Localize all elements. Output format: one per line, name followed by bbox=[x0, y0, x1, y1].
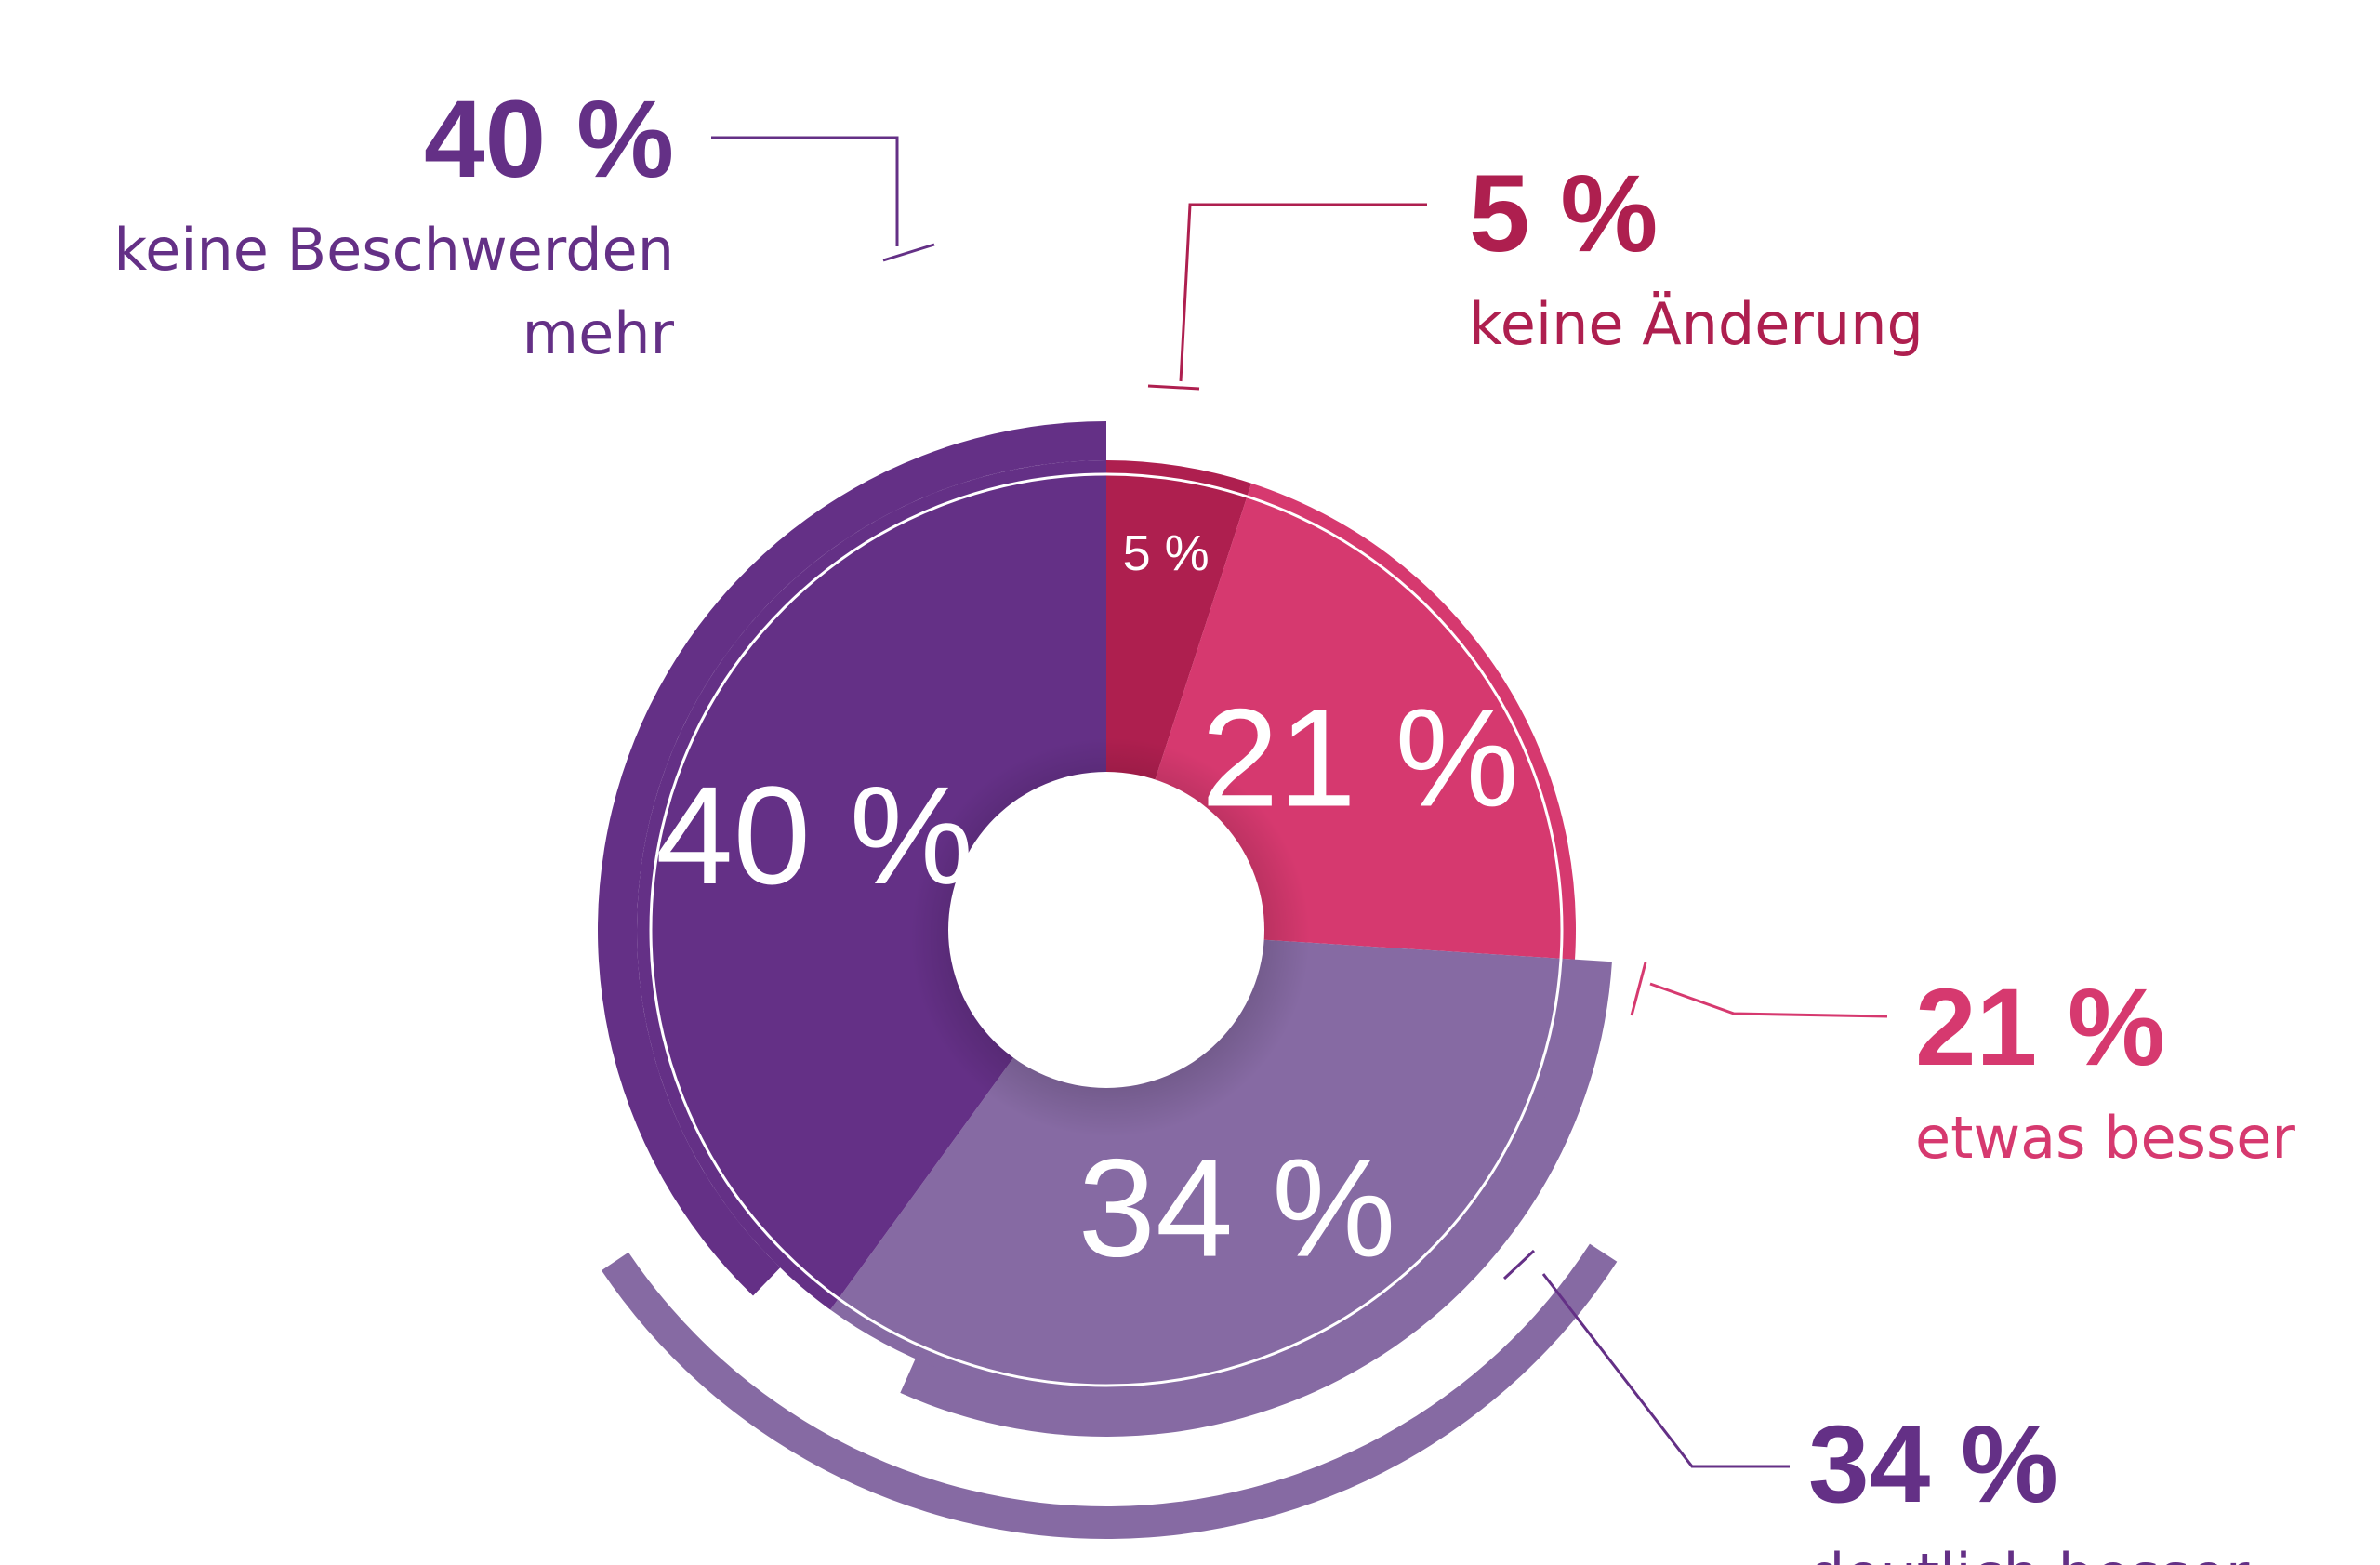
callout-percentage: 40 % bbox=[424, 78, 674, 201]
slice-label-1: 5 % bbox=[1123, 525, 1210, 581]
callout-2: 5 % keine Änderung bbox=[1147, 153, 1924, 391]
callout-4: 34 % deutlich besser bbox=[1502, 1249, 2250, 1565]
callout-leader-line bbox=[1179, 203, 1427, 382]
callout-percentage: 21 % bbox=[1915, 966, 2165, 1089]
callout-leader-cap bbox=[1630, 962, 1647, 1016]
callout-leader-line bbox=[1541, 1273, 1790, 1468]
callout-category-line: etwas besser bbox=[1915, 1104, 2295, 1172]
pie-slice-4 bbox=[636, 460, 1106, 1310]
callout-category-line: keine Änderung bbox=[1469, 290, 1924, 358]
callout-3: 21 % etwas besser bbox=[1630, 962, 2295, 1172]
slice-label-2: 21 % bbox=[1201, 680, 1519, 836]
callout-category-line: deutlich besser bbox=[1808, 1541, 2250, 1565]
callout-leader-cap bbox=[1502, 1249, 1536, 1280]
accent-arc-34-inner bbox=[900, 959, 1612, 1437]
slice-label-3: 34 % bbox=[1078, 1130, 1396, 1286]
callout-percentage: 34 % bbox=[1808, 1403, 2058, 1526]
callout-leader-line bbox=[711, 136, 899, 246]
callout-percentage: 5 % bbox=[1469, 153, 1658, 275]
callout-leader-cap bbox=[882, 243, 935, 262]
callout-leader-cap bbox=[1147, 384, 1200, 391]
separator-ring bbox=[649, 472, 1564, 1387]
accent-arc-40 bbox=[598, 421, 1106, 1296]
callout-1: 40 % keine Beschwerden mehr bbox=[113, 78, 935, 367]
callout-category-line: mehr bbox=[522, 299, 675, 367]
pie-slice-3 bbox=[830, 930, 1576, 1400]
donut-hole bbox=[948, 772, 1264, 1088]
callout-category-line: keine Beschwerden bbox=[113, 216, 674, 284]
accent-arc-34-outer bbox=[601, 1243, 1618, 1539]
callout-leader-line bbox=[1649, 982, 1888, 1018]
slice-label-4: 40 % bbox=[655, 757, 973, 913]
